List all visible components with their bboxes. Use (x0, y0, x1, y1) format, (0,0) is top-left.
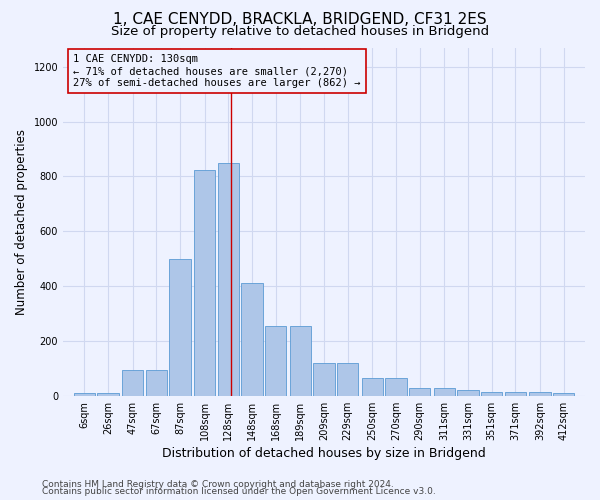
Bar (385, 378, 407, 396)
Bar (529, 392, 551, 396)
Bar (122, 370, 143, 396)
Bar (146, 370, 167, 396)
Bar (457, 390, 479, 396)
Bar (362, 378, 383, 396)
Text: Contains HM Land Registry data © Crown copyright and database right 2024.: Contains HM Land Registry data © Crown c… (42, 480, 394, 489)
Text: 1 CAE CENYDD: 130sqm
← 71% of detached houses are smaller (2,270)
27% of semi-de: 1 CAE CENYDD: 130sqm ← 71% of detached h… (73, 54, 361, 88)
Bar (97, 393, 119, 396)
Bar (409, 388, 430, 396)
Bar (265, 326, 286, 396)
Bar (553, 393, 574, 396)
Bar (505, 392, 526, 396)
Bar (169, 258, 191, 396)
X-axis label: Distribution of detached houses by size in Bridgend: Distribution of detached houses by size … (162, 447, 486, 460)
Bar (74, 393, 95, 396)
Bar (481, 392, 502, 396)
Text: 1, CAE CENYDD, BRACKLA, BRIDGEND, CF31 2ES: 1, CAE CENYDD, BRACKLA, BRIDGEND, CF31 2… (113, 12, 487, 28)
Bar (337, 363, 358, 396)
Text: Size of property relative to detached houses in Bridgend: Size of property relative to detached ho… (111, 25, 489, 38)
Y-axis label: Number of detached properties: Number of detached properties (15, 128, 28, 314)
Bar (194, 170, 215, 396)
Bar (313, 363, 335, 396)
Bar (241, 284, 263, 396)
Bar (434, 388, 455, 396)
Bar (290, 326, 311, 396)
Text: Contains public sector information licensed under the Open Government Licence v3: Contains public sector information licen… (42, 488, 436, 496)
Bar (218, 162, 239, 396)
